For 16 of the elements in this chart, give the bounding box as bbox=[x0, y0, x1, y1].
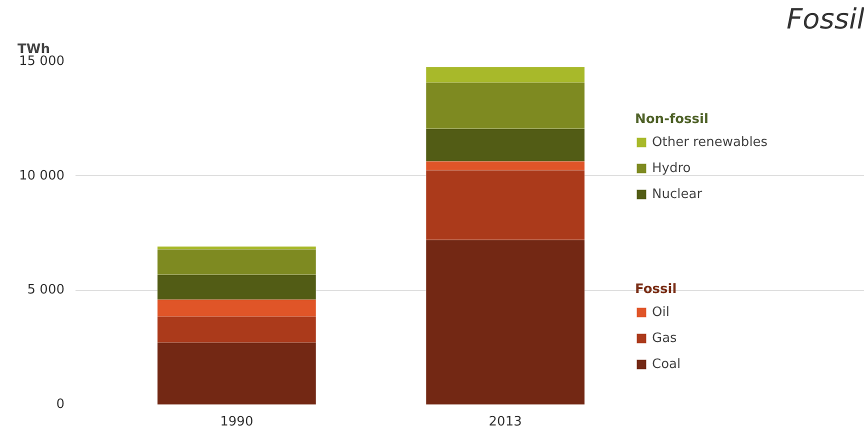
y-tick-label: 15 000 bbox=[19, 54, 65, 69]
y-tick-label: 0 bbox=[56, 397, 65, 412]
legend-label: Other renewables bbox=[652, 134, 768, 152]
annotation: Non-fossil bbox=[635, 112, 710, 127]
y-axis-title: TWh bbox=[18, 42, 50, 57]
x-tick-label: 1990 bbox=[220, 414, 254, 430]
legend-label: Coal bbox=[652, 356, 681, 374]
annotation: Fossil bbox=[635, 282, 678, 297]
legend-label: Nuclear bbox=[652, 186, 702, 204]
y-tick-label: 10 000 bbox=[19, 168, 65, 184]
x-tick-label: 2013 bbox=[488, 414, 522, 430]
y-tick-label: 5 000 bbox=[27, 282, 64, 298]
legend-label: Oil bbox=[652, 304, 670, 322]
text: Fossil bbox=[786, 2, 864, 36]
legend-label: Hydro bbox=[652, 160, 691, 178]
legend-label: Gas bbox=[652, 330, 677, 348]
